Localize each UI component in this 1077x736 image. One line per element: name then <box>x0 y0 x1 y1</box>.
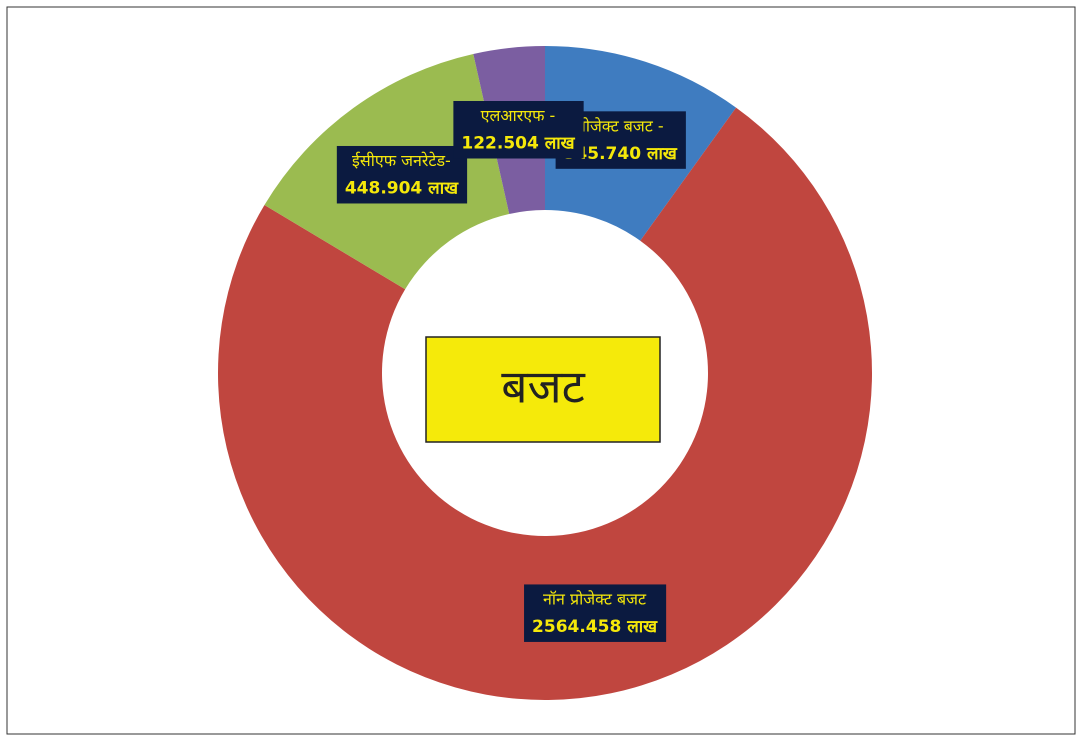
data-label-name: ईसीएफ जनरेटेड- <box>352 151 451 170</box>
donut-slice <box>218 107 872 701</box>
data-label-box <box>336 145 468 204</box>
chart-title: बजट <box>501 360 585 414</box>
data-label-name: नॉन प्रोजेक्ट बजट <box>543 589 647 608</box>
data-label-name: प्रोजेक्ट बजट - <box>577 116 664 135</box>
data-label-box <box>524 584 667 642</box>
data-label-value: 448.904 लाख <box>345 178 459 198</box>
data-label: नॉन प्रोजेक्ट बजट 2564.458 लाख <box>524 584 667 642</box>
data-label-value: 345.740 लाख <box>564 144 678 164</box>
center-box <box>425 336 661 443</box>
data-label-value: 2564.458 लाख <box>532 617 658 637</box>
data-label-name: एलआरएफ - <box>481 106 556 125</box>
data-label: एलआरएफ - 122.504 लाख <box>453 100 584 159</box>
data-label: ईसीएफ जनरेटेड- 448.904 लाख <box>336 145 468 204</box>
data-label-value: 122.504 लाख <box>461 133 575 153</box>
data-label-box <box>453 100 584 159</box>
